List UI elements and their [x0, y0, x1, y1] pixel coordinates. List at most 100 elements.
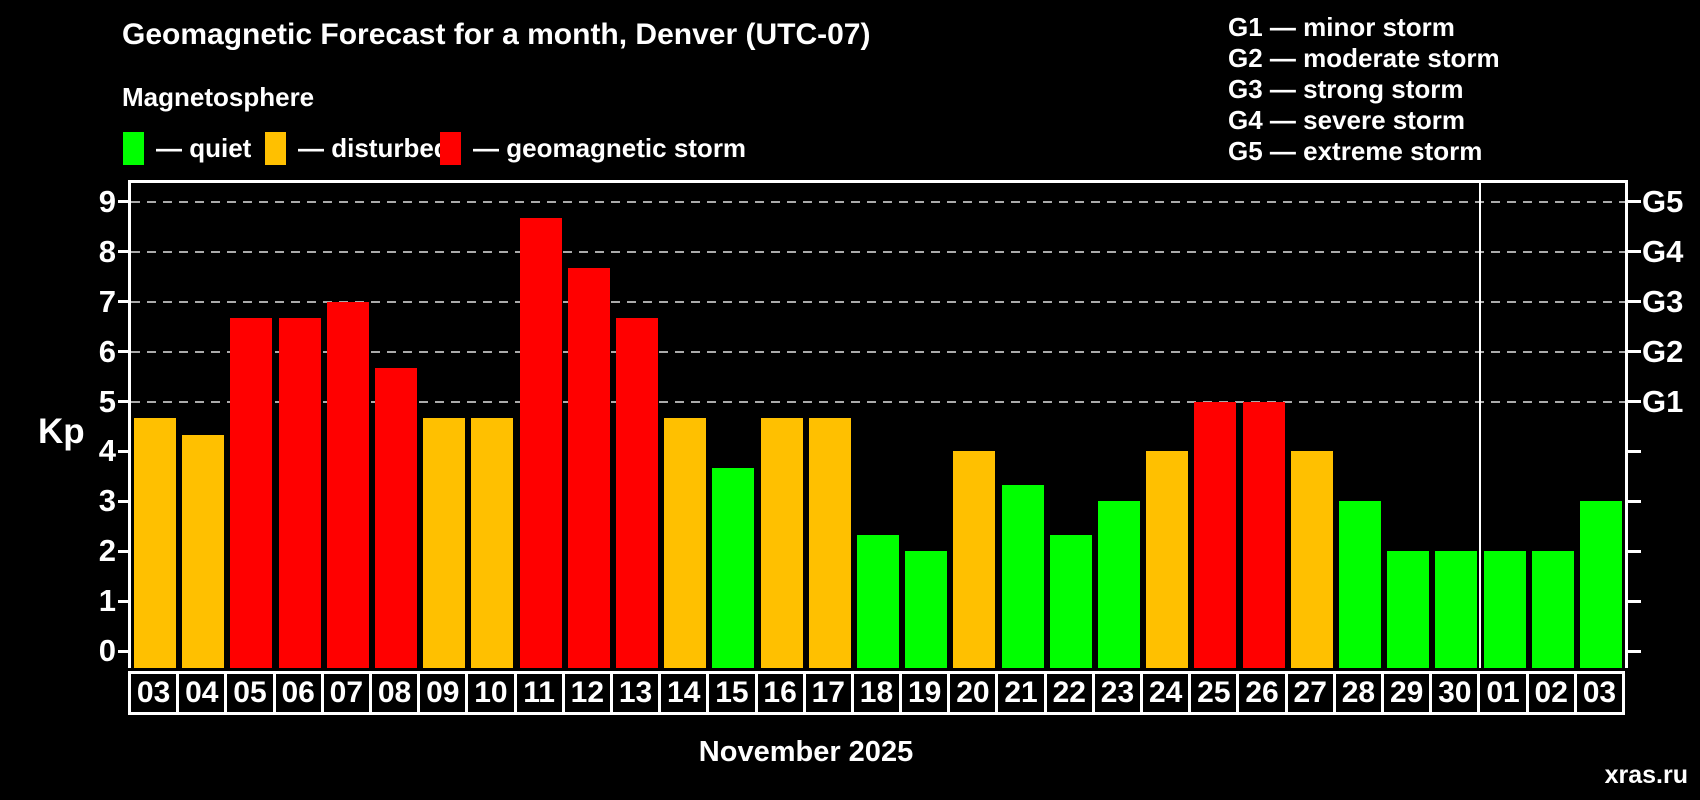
watermark: xras.ru: [1604, 761, 1688, 789]
day-cell-11: 11: [513, 671, 565, 715]
kp-bar-day-21: [1001, 484, 1044, 668]
kp-bar-day-02: [1531, 551, 1574, 668]
day-cell-06: 06: [272, 671, 324, 715]
kp-bar-day-24: [1146, 451, 1189, 668]
y-tick-left-3: [118, 499, 131, 503]
g-scale-label-g3: G3: [1642, 283, 1684, 319]
day-cell-17: 17: [802, 671, 854, 715]
day-cell-30: 30: [1429, 671, 1481, 715]
gridline-kp8: [131, 250, 1625, 253]
y-tick-left-8: [118, 250, 131, 254]
y-tick-right-9: [1628, 200, 1641, 204]
y-tick-left-5: [118, 400, 131, 403]
legend-label-quiet: — quiet: [156, 133, 252, 163]
day-cell-29: 29: [1381, 671, 1433, 715]
month-label: November 2025: [698, 736, 914, 768]
y-tick-label-1: 1: [98, 583, 116, 619]
y-tick-right-2: [1628, 549, 1641, 553]
kp-bar-day-04: [182, 434, 225, 668]
y-tick-label-6: 6: [98, 333, 116, 369]
g-legend-line-g2: G2 — moderate storm: [1228, 43, 1500, 73]
chart-subtitle: Magnetosphere: [122, 82, 315, 112]
day-cell-24: 24: [1140, 671, 1192, 715]
kp-bar-day-01: [1483, 551, 1526, 668]
day-cell-08: 08: [368, 671, 421, 715]
kp-bar-day-05: [230, 318, 273, 668]
y-tick-right-7: [1628, 300, 1641, 304]
day-cell-18: 18: [850, 671, 903, 715]
legend-label-disturbed: — disturbed: [298, 133, 450, 163]
g-scale-legend: G1 — minor storm G2 — moderate storm G3 …: [1228, 12, 1500, 167]
kp-bar-day-25: [1194, 401, 1237, 668]
y-tick-left-7: [118, 300, 131, 304]
legend-item-storm: — geomagnetic storm: [440, 132, 746, 165]
gridline-kp7: [131, 300, 1625, 303]
kp-bar-day-13: [616, 318, 659, 668]
y-tick-label-2: 2: [98, 533, 116, 569]
gridline-kp5: [131, 400, 1625, 403]
kp-bar-day-15: [712, 467, 755, 668]
day-cell-16: 16: [754, 671, 806, 715]
day-cell-27: 27: [1284, 671, 1336, 715]
y-tick-right-3: [1628, 499, 1641, 503]
g-scale-label-g5: G5: [1642, 183, 1684, 219]
y-tick-right-5: [1628, 400, 1641, 403]
quiet-swatch-icon: [123, 132, 144, 165]
chart-title: Geomagnetic Forecast for a month, Denver…: [122, 18, 871, 51]
day-cell-10: 10: [465, 671, 517, 715]
day-cell-04: 04: [176, 671, 228, 715]
kp-bar-day-03: [1579, 501, 1622, 668]
y-tick-label-3: 3: [98, 483, 116, 519]
day-cell-25: 25: [1188, 671, 1240, 715]
day-cell-02: 02: [1525, 671, 1577, 715]
kp-bar-day-07: [326, 301, 369, 668]
disturbed-swatch-icon: [265, 132, 286, 165]
gridline-kp9: [131, 200, 1625, 203]
y-tick-right-0: [1628, 649, 1641, 653]
kp-bar-day-19: [905, 551, 948, 668]
kp-bar-day-11: [519, 218, 562, 668]
kp-bar-day-10: [471, 417, 514, 668]
day-cell-23: 23: [1091, 671, 1144, 715]
day-cell-15: 15: [706, 671, 758, 715]
kp-bar-day-29: [1387, 551, 1430, 668]
y-tick-left-9: [118, 200, 131, 204]
y-tick-left-0: [118, 649, 131, 653]
day-cell-12: 12: [561, 671, 613, 715]
plot-inner: [131, 183, 1625, 668]
day-cell-07: 07: [320, 671, 372, 715]
legend-item-quiet: — quiet: [123, 132, 251, 165]
day-cell-03: 03: [128, 671, 180, 715]
y-tick-right-1: [1628, 599, 1641, 603]
g-legend-line-g1: G1 — minor storm: [1228, 12, 1455, 42]
g-legend-line-g5: G5 — extreme storm: [1228, 136, 1483, 166]
kp-bar-day-16: [760, 417, 803, 668]
day-cell-28: 28: [1332, 671, 1385, 715]
month-separator-line: [1479, 183, 1482, 668]
plot-area: [128, 180, 1628, 668]
legend-label-storm: — geomagnetic storm: [473, 133, 747, 163]
day-cell-22: 22: [1043, 671, 1095, 715]
y-tick-right-4: [1628, 449, 1641, 453]
kp-bar-day-23: [1097, 501, 1140, 668]
kp-bar-day-17: [808, 417, 851, 668]
day-cell-26: 26: [1236, 671, 1288, 715]
y-axis-label: Kp: [38, 412, 85, 451]
month-label-wrap: November 2025: [128, 736, 1484, 769]
day-axis-strip: 03 04 05 06 07 08 09 10 11 12 13 14 15 16 17 18 19 20 21 22…: [128, 671, 1628, 715]
kp-bar-day-22: [1049, 534, 1092, 668]
storm-swatch-icon: [440, 132, 461, 165]
day-cell-03: 03: [1573, 671, 1625, 715]
y-tick-left-4: [118, 449, 131, 453]
kp-bar-day-20: [953, 451, 996, 668]
kp-bar-day-08: [375, 368, 418, 668]
y-tick-label-7: 7: [98, 283, 116, 319]
day-cell-05: 05: [224, 671, 276, 715]
day-cell-14: 14: [658, 671, 710, 715]
kp-bar-day-12: [567, 268, 610, 668]
y-tick-left-2: [118, 549, 131, 553]
kp-bar-day-30: [1435, 551, 1478, 668]
kp-bar-day-18: [857, 534, 899, 668]
day-cell-19: 19: [899, 671, 951, 715]
